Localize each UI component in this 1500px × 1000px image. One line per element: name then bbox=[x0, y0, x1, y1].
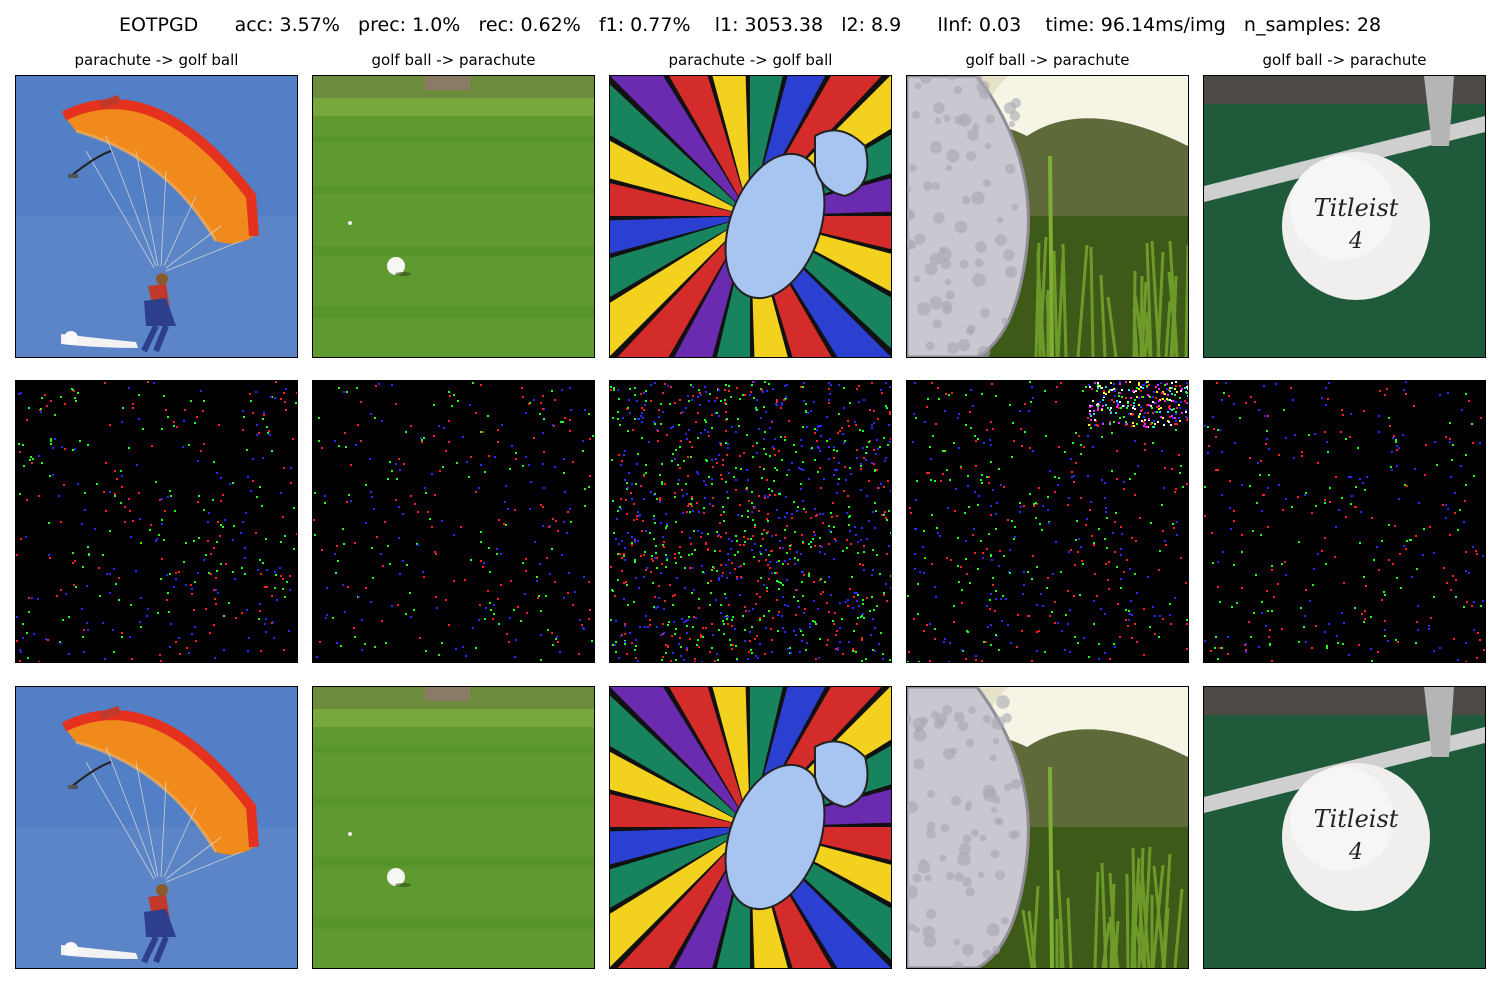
golf-course-picture bbox=[313, 687, 594, 968]
titleist-ball-picture: Titleist 4 bbox=[1204, 76, 1485, 357]
golf-ball-grass-picture bbox=[907, 687, 1188, 968]
metric-prec: prec: 1.0% bbox=[358, 14, 461, 36]
adversarial-image-5: Titleist 4 bbox=[1203, 686, 1486, 969]
metric-n-samples: n_samples: 28 bbox=[1243, 14, 1382, 36]
golf-ball-grass-picture bbox=[907, 381, 1188, 662]
column-title-3: parachute -> golf ball bbox=[668, 51, 833, 69]
method-name: EOTPGD bbox=[118, 14, 199, 36]
column-title-5: golf ball -> parachute bbox=[1262, 51, 1427, 69]
original-image-3 bbox=[609, 75, 892, 358]
figure-header: EOTPGD acc: 3.57% prec: 1.0% rec: 0.62% … bbox=[0, 14, 1500, 36]
parachute-picture bbox=[16, 687, 297, 968]
parachute-picture bbox=[16, 76, 297, 357]
rainbow-canopy-picture bbox=[610, 687, 891, 968]
adversarial-image-2 bbox=[312, 686, 595, 969]
rainbow-canopy-picture bbox=[610, 76, 891, 357]
parachute-picture bbox=[16, 381, 297, 662]
original-image-5: Titleist 4 bbox=[1203, 75, 1486, 358]
svg-text:4: 4 bbox=[1348, 840, 1363, 865]
golf-course-picture bbox=[313, 76, 594, 357]
golf-ball-grass-picture bbox=[907, 76, 1188, 357]
original-image-4 bbox=[906, 75, 1189, 358]
original-image-2 bbox=[312, 75, 595, 358]
svg-text:4: 4 bbox=[1348, 229, 1363, 254]
titleist-ball-picture bbox=[1204, 381, 1485, 662]
metric-linf: lInf: 0.03 bbox=[937, 14, 1022, 36]
adversarial-image-1 bbox=[15, 686, 298, 969]
perturbation-image-2 bbox=[312, 380, 595, 663]
perturbation-image-4 bbox=[906, 380, 1189, 663]
column-title-4: golf ball -> parachute bbox=[965, 51, 1130, 69]
metric-l1: l1: 3053.38 bbox=[714, 14, 824, 36]
rainbow-canopy-picture bbox=[610, 381, 891, 662]
svg-text:Titleist: Titleist bbox=[1314, 805, 1399, 833]
column-title-1: parachute -> golf ball bbox=[74, 51, 239, 69]
svg-text:Titleist: Titleist bbox=[1314, 194, 1399, 222]
column-title-2: golf ball -> parachute bbox=[371, 51, 536, 69]
perturbation-image-3 bbox=[609, 380, 892, 663]
titleist-ball-picture: Titleist 4 bbox=[1204, 687, 1485, 968]
golf-course-picture bbox=[313, 381, 594, 662]
adversarial-image-4 bbox=[906, 686, 1189, 969]
adversarial-image-3 bbox=[609, 686, 892, 969]
metric-rec: rec: 0.62% bbox=[478, 14, 581, 36]
metric-time: time: 96.14ms/img bbox=[1045, 14, 1226, 36]
perturbation-image-5 bbox=[1203, 380, 1486, 663]
metric-l2: l2: 8.9 bbox=[841, 14, 902, 36]
metric-f1: f1: 0.77% bbox=[598, 14, 691, 36]
original-image-1 bbox=[15, 75, 298, 358]
perturbation-image-1 bbox=[15, 380, 298, 663]
metric-acc: acc: 3.57% bbox=[234, 14, 340, 36]
